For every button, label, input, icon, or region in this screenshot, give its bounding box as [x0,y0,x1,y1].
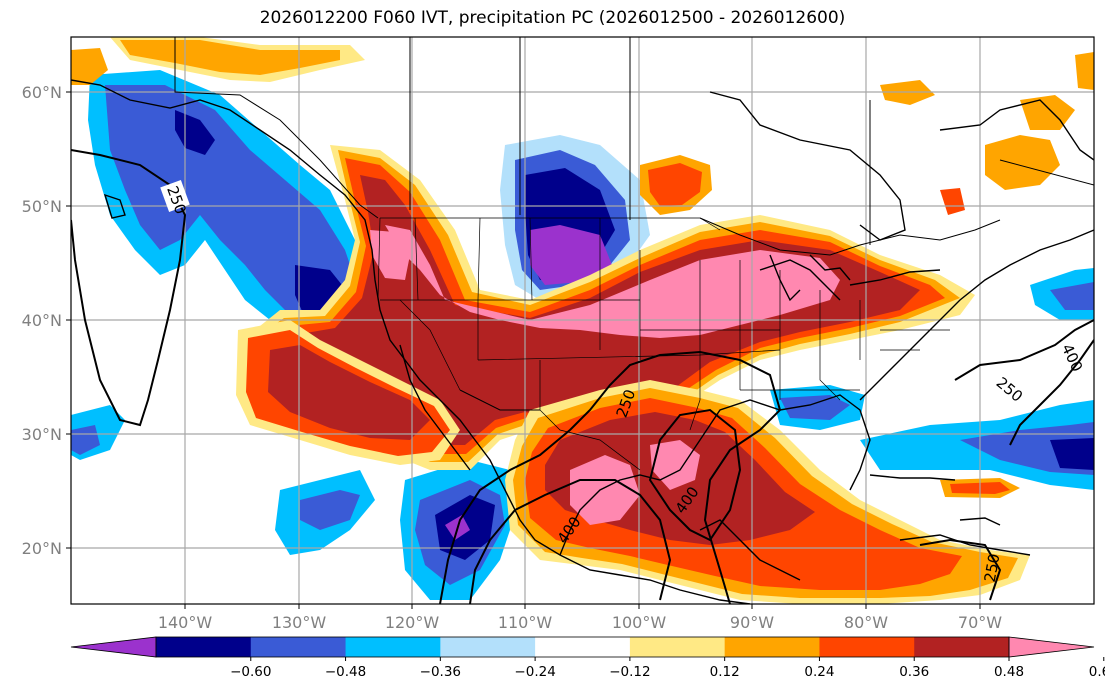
colorbar-outline [155,636,1010,658]
colorbar-bin [629,637,726,657]
axis-ticks [66,91,981,609]
lat-label-50n: 50°N [22,197,62,216]
positive-field-ontario-core [648,163,702,206]
ivt-contour-250-mexico [439,350,782,604]
colorbar-tick-label: 0.48 [994,664,1024,680]
lat-label-20n: 20°N [22,539,62,558]
ivt-contour-250-atlantic [954,319,1094,381]
colorbar-extend-high [1008,636,1095,658]
colorbar-bin [914,637,1010,657]
colorbar-bin [250,637,347,657]
ivt-contours [71,149,1094,604]
lon-label-90w: 90°W [730,613,774,632]
colorbar-tick-label: 0.12 [710,664,740,680]
colorbar: −0.60 −0.48 −0.36 −0.24 −0.12 0.12 0.24 0.36 0.4… [70,636,1105,680]
negative-field-northern-plains-core [530,225,612,285]
ivt-contour-250-pacific [71,149,187,427]
lat-label-30n: 30°N [22,425,62,444]
ivt-contour-250-caribbean [919,538,1002,601]
negative-field-subtropical-pacific-core [300,490,360,530]
negative-field-hawaii-area-core [71,425,100,455]
colorbar-tick-label: −0.48 [325,664,366,680]
map-content: 250 250 400 250 400 400 250 [71,37,1094,604]
colorbar-bin [440,637,536,657]
ivt-label-caribbean-250: 250 [981,552,1004,583]
graticule [71,37,1094,604]
colorbar-bin [819,637,915,657]
positive-field-baja-darkred [268,345,430,440]
positive-field-pacific-nw [370,230,410,280]
country-boundaries [174,37,1094,411]
lat-label-40n: 40°N [22,311,62,330]
positive-field-mexico-gulf-core-a [570,455,640,525]
lat-label-60n: 60°N [22,83,62,102]
positive-field-newfoundland [1075,52,1094,90]
lon-label-100w: 100°W [612,613,667,632]
colorbar-bin [724,637,820,657]
lon-label-80w: 80°W [844,613,888,632]
negative-field-atlantic-core [1050,438,1094,470]
longitude-labels: 140°W 130°W 120°W 110°W 100°W 90°W 80°W … [158,613,1002,632]
lon-label-120w: 120°W [385,613,440,632]
positive-field-mexico-gulf-core-b [650,440,700,490]
lon-label-140w: 140°W [158,613,213,632]
ivt-contour-400-mexico [469,479,672,604]
colorbar-bin [345,637,441,657]
ivt-contour-400-gulf [648,408,742,542]
colorbar-tick-label: −0.60 [230,664,271,680]
colorbar-tick-label: −0.24 [514,664,555,680]
lon-label-130w: 130°W [272,613,327,632]
colorbar-tick-label: 0.60 [1089,664,1105,680]
coastlines [71,79,1094,604]
negative-field-north-atlantic-core [1050,282,1094,310]
lon-label-110w: 110°W [498,613,553,632]
colorbar-bin [156,637,252,657]
colorbar-bin [535,637,631,657]
positive-field-east-canada-small [940,188,965,215]
positive-field-alaska-coast [71,48,108,85]
colorbar-tick-label: 0.24 [804,664,834,680]
negative-field-southeast-us-core [780,395,850,420]
lon-label-70w: 70°W [958,613,1002,632]
ivt-contour-400-atlantic [1009,339,1094,446]
colorbar-tick-label: −0.12 [609,664,650,680]
colorbar-extend-low [70,636,157,658]
state-boundaries [377,217,950,471]
map-title: 2026012200 F060 IVT, precipitation PC (2… [259,8,846,28]
colorbar-tick-label: 0.36 [899,664,929,680]
colorbar-tick-label: −0.36 [420,664,461,680]
positive-field-quebec [985,135,1060,190]
negative-anomaly-fields [71,70,1094,600]
latitude-labels: 60°N 50°N 40°N 30°N 20°N [22,83,62,558]
positive-field-central-us-core [385,225,840,338]
